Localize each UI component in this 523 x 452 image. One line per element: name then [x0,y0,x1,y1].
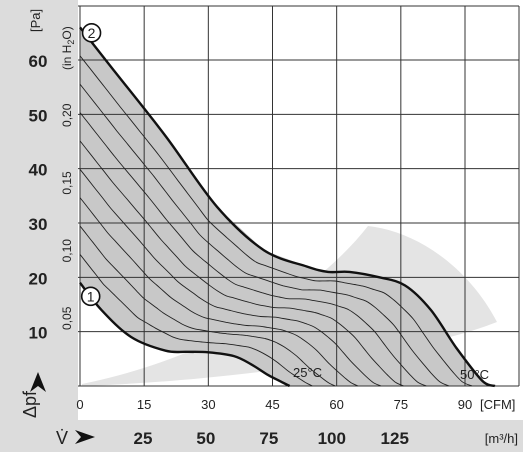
y-tick-label-pa: 30 [29,215,48,234]
x-tick-label-m3h: 100 [318,429,346,448]
x-tick-label-cfm: 60 [329,397,343,412]
y-tick-label-pa: 20 [29,269,48,288]
y-tick-label-inh2o: 0,15 [60,171,74,195]
curve-2 [79,26,496,388]
x-tick-label-cfm: 75 [394,397,408,412]
x-tick-label-cfm: 30 [201,397,215,412]
intermediate-curve [79,254,313,387]
x-tick-label-m3h: 25 [133,429,152,448]
intermediate-curve [79,55,473,387]
y-tick-label-inh2o: 0,20 [60,103,74,127]
x-tick-label-cfm: 0 [76,397,83,412]
x-axis-arrow-icon [75,430,95,444]
intermediate-curve [79,140,404,387]
intermediate-curve [79,83,450,387]
curve-1-label: 1 [87,288,95,304]
y-unit-pa: [Pa] [28,9,43,32]
x-unit-cfm: [CFM] [480,397,515,412]
intermediate-curve [79,197,359,387]
x-unit-m3h: [m³/h] [485,431,518,446]
y-tick-label-pa: 10 [29,324,48,343]
annotation-25c: 25°C [293,365,322,380]
x-tick-label-m3h: 50 [196,429,215,448]
intermediate-curve [79,169,382,387]
curve-2-label: 2 [88,25,96,41]
y-unit-inh2o: (in H2O) [60,26,76,70]
curve-1 [79,282,291,388]
y-axis-arrow-icon [30,372,46,392]
y-tick-label-inh2o: 0,10 [60,239,74,263]
x-tick-label-m3h: 125 [381,429,409,448]
x-axis-symbol: V̇ [56,428,68,448]
curve-marker-circle [80,286,101,307]
y-tick-label-inh2o: 0,05 [60,306,74,330]
y-axis-symbol: Δpf [20,390,40,418]
x-tick-label-cfm: 45 [265,397,279,412]
operating-area [80,27,495,387]
intermediate-curve [79,225,336,387]
intermediate-curve [79,112,427,387]
y-tick-label-pa: 60 [29,52,48,71]
x-tick-label-m3h: 75 [259,429,278,448]
curve-marker-circle [81,23,102,43]
y-tick-label-pa: 40 [29,161,48,180]
y-tick-label-pa: 50 [29,106,48,125]
x-tick-label-cfm: 15 [137,397,151,412]
left-axis-band [0,0,78,420]
annotation-50c: 50°C [460,367,489,382]
x-tick-label-cfm: 90 [458,397,472,412]
